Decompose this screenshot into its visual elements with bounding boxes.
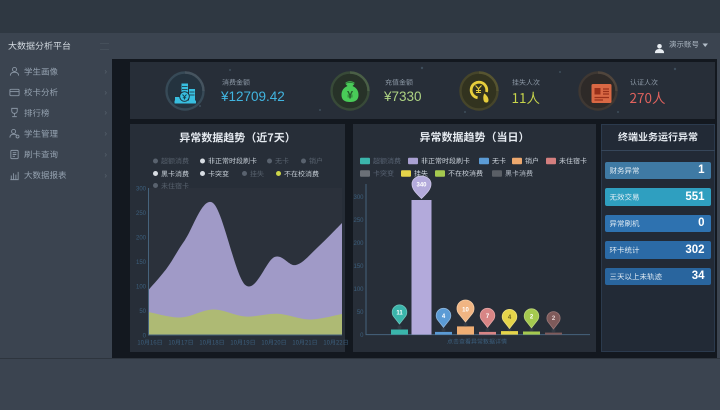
svg-text:2: 2 bbox=[552, 316, 556, 322]
svg-text:4: 4 bbox=[508, 315, 512, 321]
svg-text:0: 0 bbox=[360, 333, 364, 339]
svg-text:0: 0 bbox=[143, 334, 147, 340]
svg-text:¥: ¥ bbox=[347, 89, 354, 101]
svg-text:250: 250 bbox=[136, 211, 147, 217]
svg-text:150: 150 bbox=[136, 260, 147, 266]
svg-text:7: 7 bbox=[486, 314, 490, 320]
svg-text:300: 300 bbox=[353, 195, 364, 201]
svg-text:150: 150 bbox=[353, 264, 364, 270]
svg-text:100: 100 bbox=[136, 285, 147, 291]
svg-text:2: 2 bbox=[530, 314, 534, 320]
svg-text:200: 200 bbox=[136, 236, 147, 242]
svg-text:50: 50 bbox=[139, 309, 146, 315]
svg-text:50: 50 bbox=[357, 310, 364, 316]
svg-text:11: 11 bbox=[396, 311, 403, 317]
svg-text:100: 100 bbox=[353, 287, 364, 293]
svg-text:340: 340 bbox=[416, 183, 427, 189]
svg-text:250: 250 bbox=[353, 218, 364, 224]
svg-text:300: 300 bbox=[136, 187, 147, 193]
svg-text:200: 200 bbox=[353, 241, 364, 247]
svg-text:4: 4 bbox=[442, 314, 446, 320]
svg-text:10: 10 bbox=[462, 308, 469, 314]
